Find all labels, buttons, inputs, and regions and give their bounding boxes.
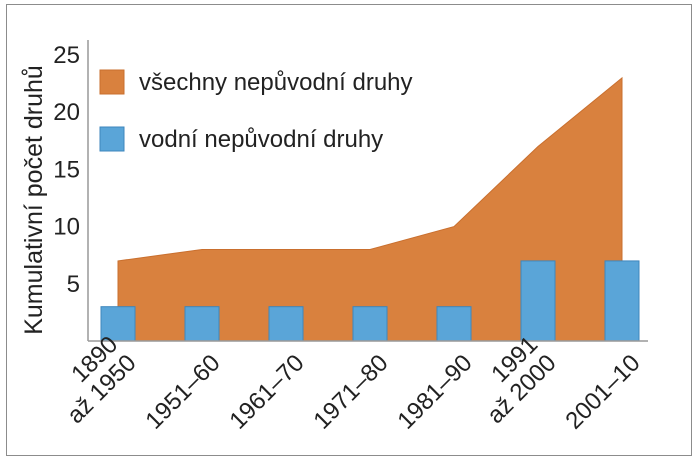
bar-aquatic-1	[184, 306, 220, 342]
y-tick-label: 10	[53, 214, 80, 241]
x-tick-line: 1971–80	[308, 349, 393, 434]
bar-layer	[100, 260, 640, 342]
area-layer	[117, 76, 623, 342]
x-tick-label: 1961–70	[224, 349, 309, 434]
bar-aquatic-2	[268, 306, 304, 342]
bar-aquatic-3	[352, 306, 388, 342]
x-tick-label: 1951–60	[140, 349, 225, 434]
y-tick-label: 5	[67, 271, 80, 298]
bar-aquatic-5	[520, 260, 556, 342]
x-tick-label: 1971–80	[308, 349, 393, 434]
x-tick-line: 1961–70	[224, 349, 309, 434]
bar-aquatic-6	[604, 260, 640, 342]
x-tick-label: 1981–90	[392, 349, 477, 434]
y-tick-label: 15	[53, 156, 80, 183]
x-tick-line: 1951–60	[140, 349, 225, 434]
area-all-nonnative	[117, 76, 623, 342]
legend-swatch-0	[99, 69, 125, 95]
legend-label-0: všechny nepůvodní druhy	[139, 69, 413, 96]
y-tick-label: 25	[53, 42, 80, 69]
y-axis-label: Kumulativní počet druhů	[20, 65, 48, 335]
x-tick-line: 1981–90	[392, 349, 477, 434]
bar-aquatic-4	[436, 306, 472, 342]
legend: všechny nepůvodní druhy vodní nepůvodní d…	[99, 69, 413, 153]
legend-swatch-1	[99, 126, 125, 152]
x-tick-line: 2001–10	[560, 349, 645, 434]
y-tick-label: 20	[53, 99, 80, 126]
legend-label-1: vodní nepůvodní druhy	[139, 126, 383, 153]
x-tick-label: 2001–10	[560, 349, 645, 434]
